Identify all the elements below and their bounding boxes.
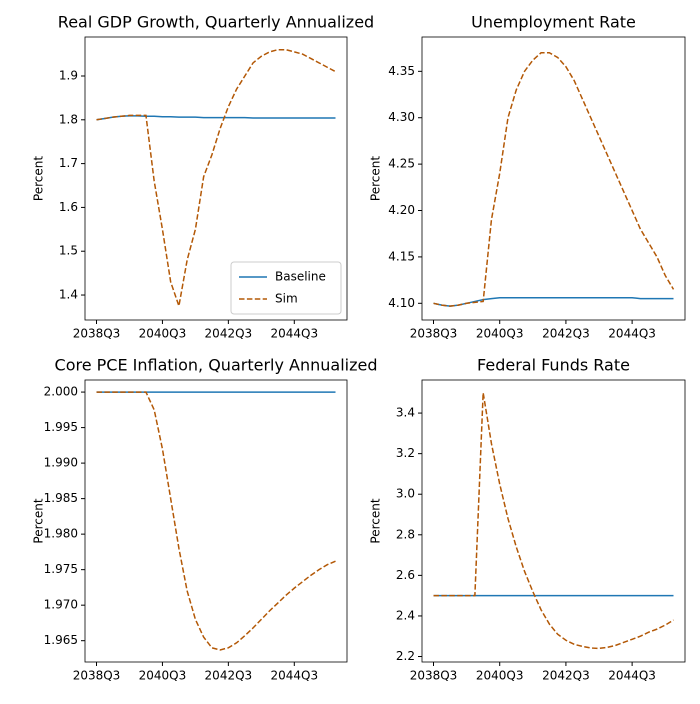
x-tick-label: 2040Q3 <box>476 327 524 341</box>
y-tick-label: 1.4 <box>59 288 78 302</box>
legend: Baseline Sim <box>230 261 342 315</box>
series-line <box>96 48 336 309</box>
x-tick-label: 2038Q3 <box>73 327 121 341</box>
legend-label: Sim <box>275 292 298 306</box>
x-tick-label: 2038Q3 <box>73 669 121 683</box>
y-tick-label: 1.5 <box>59 244 78 258</box>
y-tick-label: 2.2 <box>396 649 415 663</box>
axes-frame <box>84 379 348 663</box>
y-tick-label: 4.15 <box>388 249 415 263</box>
y-tick-label: 2.4 <box>396 608 415 622</box>
y-tick-label: 1.8 <box>59 112 78 126</box>
y-tick-label: 4.10 <box>388 296 415 310</box>
axes-frame <box>421 36 686 321</box>
y-tick-label: 1.9 <box>59 68 78 82</box>
y-tick-label: 1.990 <box>44 456 78 470</box>
y-tick-label: 1.970 <box>44 598 78 612</box>
x-tick-label: 2044Q3 <box>608 669 656 683</box>
x-tick-label: 2044Q3 <box>270 327 318 341</box>
series-line <box>433 296 674 307</box>
y-tick-label: 2.6 <box>396 568 415 582</box>
subplot-title: Unemployment Rate <box>471 13 636 32</box>
x-tick-label: 2040Q3 <box>476 669 524 683</box>
legend-box <box>230 261 342 315</box>
y-tick-label: 1.980 <box>44 527 78 541</box>
y-tick-label: 1.995 <box>44 420 78 434</box>
x-tick-label: 2044Q3 <box>608 327 656 341</box>
x-tick-label: 2040Q3 <box>139 327 187 341</box>
x-tick-label: 2042Q3 <box>542 327 590 341</box>
axes-frame <box>421 379 686 663</box>
x-tick-label: 2042Q3 <box>205 669 253 683</box>
x-tick-label: 2042Q3 <box>205 327 253 341</box>
y-tick-label: 4.30 <box>388 110 415 124</box>
subplot-title: Federal Funds Rate <box>477 356 630 375</box>
x-tick-label: 2038Q3 <box>410 327 458 341</box>
axes-frame <box>84 36 348 321</box>
series-line <box>433 52 675 307</box>
x-tick-label: 2044Q3 <box>270 669 318 683</box>
y-tick-label: 1.975 <box>44 562 78 576</box>
y-axis-label: Percent <box>369 498 383 543</box>
y-tick-label: 4.35 <box>388 64 415 78</box>
y-tick-label: 2.8 <box>396 527 415 541</box>
x-tick-label: 2040Q3 <box>139 669 187 683</box>
y-tick-label: 1.7 <box>59 156 78 170</box>
subplot-title: Core PCE Inflation, Quarterly Annualized <box>55 356 378 375</box>
y-tick-label: 3.4 <box>396 406 415 420</box>
x-tick-label: 2038Q3 <box>410 669 458 683</box>
y-tick-label: 1.6 <box>59 200 78 214</box>
series-line <box>433 392 674 650</box>
y-axis-label: Percent <box>369 156 383 201</box>
y-tick-label: 1.985 <box>44 491 78 505</box>
series-line <box>96 115 336 121</box>
y-tick-label: 2.000 <box>44 385 78 399</box>
y-axis-label: Percent <box>32 156 46 201</box>
y-tick-label: 3.0 <box>396 487 415 501</box>
y-axis-label: Percent <box>32 498 46 543</box>
y-tick-label: 4.20 <box>388 203 415 217</box>
y-tick-label: 4.25 <box>388 157 415 171</box>
x-tick-label: 2042Q3 <box>542 669 590 683</box>
subplot-title: Real GDP Growth, Quarterly Annualized <box>58 13 374 32</box>
y-tick-label: 1.965 <box>44 633 78 647</box>
series-line <box>96 391 336 651</box>
y-tick-label: 3.2 <box>396 446 415 460</box>
legend-label: Baseline <box>275 270 326 284</box>
